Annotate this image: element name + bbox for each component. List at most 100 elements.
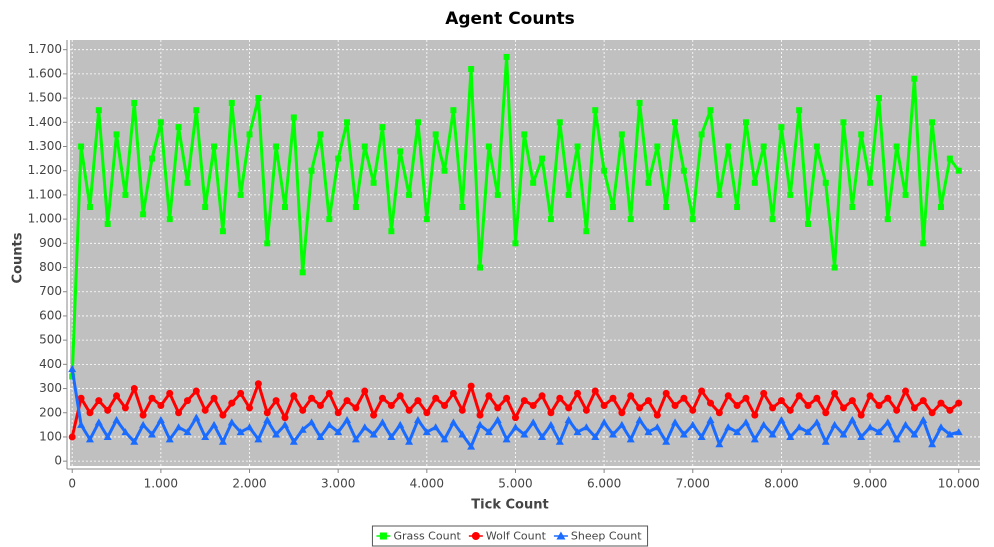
marker bbox=[378, 394, 386, 402]
y-tick-label: 1.500 bbox=[28, 91, 62, 105]
marker bbox=[866, 392, 874, 400]
legend-label: Grass Count bbox=[393, 530, 461, 543]
marker bbox=[786, 432, 795, 440]
marker bbox=[866, 423, 875, 431]
marker bbox=[920, 240, 927, 247]
marker bbox=[928, 409, 936, 417]
marker bbox=[556, 119, 563, 126]
y-tick-label: 300 bbox=[39, 381, 62, 395]
marker bbox=[325, 420, 334, 428]
marker bbox=[290, 114, 297, 121]
marker bbox=[663, 204, 670, 211]
marker bbox=[316, 432, 325, 440]
marker bbox=[255, 95, 262, 102]
marker bbox=[477, 264, 484, 271]
marker bbox=[254, 380, 262, 388]
marker bbox=[733, 428, 742, 436]
marker bbox=[201, 406, 209, 414]
marker bbox=[883, 418, 892, 426]
x-tick-label: 0 bbox=[68, 477, 76, 491]
marker bbox=[121, 428, 130, 436]
marker bbox=[405, 406, 413, 414]
marker bbox=[148, 394, 156, 402]
marker bbox=[441, 401, 449, 409]
marker bbox=[468, 66, 475, 73]
marker bbox=[219, 411, 227, 419]
y-axis-label: Counts bbox=[11, 232, 26, 283]
marker bbox=[822, 409, 830, 417]
marker bbox=[458, 430, 467, 438]
marker bbox=[166, 216, 173, 223]
marker bbox=[218, 437, 227, 445]
marker bbox=[263, 416, 272, 424]
plot-area bbox=[70, 40, 980, 466]
marker bbox=[272, 397, 280, 405]
marker bbox=[458, 406, 466, 414]
marker bbox=[910, 404, 918, 412]
marker bbox=[166, 389, 174, 397]
marker bbox=[848, 416, 857, 424]
x-tick-label: 7.000 bbox=[676, 477, 710, 491]
marker bbox=[955, 399, 963, 407]
marker bbox=[122, 191, 129, 198]
marker bbox=[724, 423, 733, 431]
marker bbox=[441, 167, 448, 174]
marker bbox=[697, 432, 706, 440]
marker bbox=[95, 107, 102, 114]
marker bbox=[617, 420, 626, 428]
y-tick-label: 1.200 bbox=[28, 163, 62, 177]
marker bbox=[431, 423, 440, 431]
marker bbox=[520, 397, 528, 405]
marker bbox=[742, 394, 750, 402]
marker bbox=[867, 179, 874, 186]
marker bbox=[680, 167, 687, 174]
marker bbox=[246, 131, 253, 138]
marker bbox=[600, 401, 608, 409]
plot bbox=[68, 53, 963, 450]
marker bbox=[281, 204, 288, 211]
marker bbox=[254, 435, 263, 443]
marker bbox=[707, 107, 714, 114]
marker bbox=[156, 416, 165, 424]
marker bbox=[831, 264, 838, 271]
y-tick-label: 100 bbox=[39, 429, 62, 443]
marker bbox=[769, 216, 776, 223]
marker bbox=[601, 167, 608, 174]
marker bbox=[512, 240, 519, 247]
marker bbox=[422, 428, 431, 436]
x-axis-label: Tick Count bbox=[471, 498, 548, 513]
marker bbox=[539, 155, 546, 162]
marker bbox=[370, 179, 377, 186]
marker bbox=[502, 435, 511, 443]
marker bbox=[237, 191, 244, 198]
marker bbox=[609, 204, 616, 211]
marker bbox=[679, 430, 688, 438]
marker bbox=[680, 394, 688, 402]
marker bbox=[529, 418, 538, 426]
marker bbox=[325, 389, 333, 397]
marker bbox=[565, 404, 573, 412]
marker bbox=[165, 435, 174, 443]
y-tick-label: 500 bbox=[39, 333, 62, 347]
marker bbox=[104, 406, 112, 414]
marker bbox=[493, 416, 502, 424]
marker bbox=[626, 435, 635, 443]
marker bbox=[237, 389, 245, 397]
marker bbox=[352, 204, 359, 211]
x-tick-label: 9.000 bbox=[853, 477, 887, 491]
marker bbox=[910, 430, 919, 438]
marker bbox=[547, 216, 554, 223]
marker bbox=[698, 131, 705, 138]
x-tick-label: 5.000 bbox=[498, 477, 532, 491]
marker bbox=[467, 382, 475, 390]
marker bbox=[875, 95, 882, 102]
marker bbox=[582, 406, 590, 414]
marker bbox=[636, 404, 644, 412]
marker bbox=[778, 124, 785, 131]
marker bbox=[795, 423, 804, 431]
marker bbox=[750, 435, 759, 443]
marker bbox=[547, 409, 555, 417]
marker bbox=[157, 119, 164, 126]
marker bbox=[94, 418, 103, 426]
